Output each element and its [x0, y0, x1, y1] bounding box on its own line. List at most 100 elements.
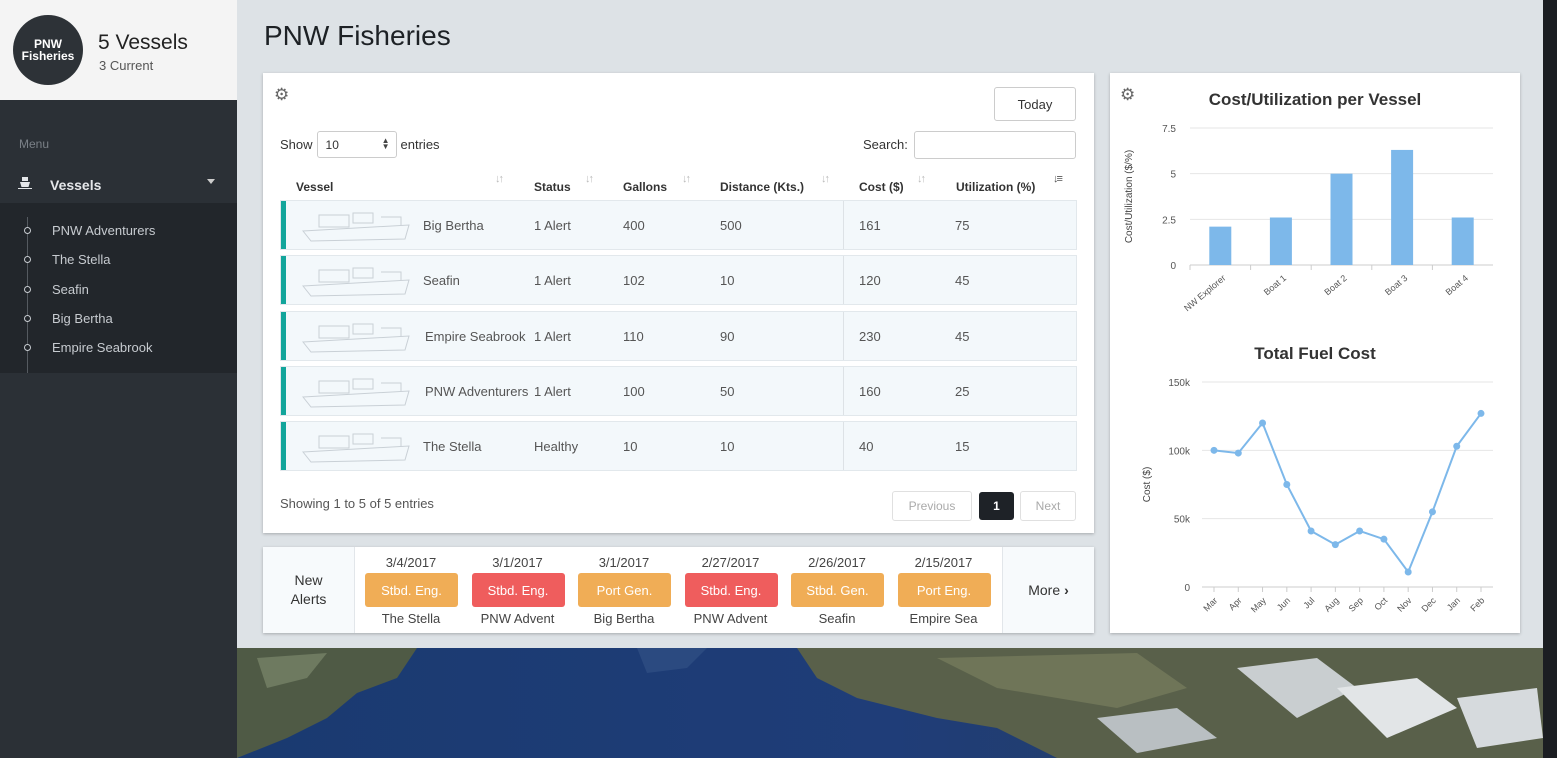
alert-item: 3/4/2017 Stbd. Eng. The Stella — [363, 547, 459, 633]
sort-desc-icon[interactable]: ↓≡ — [1053, 173, 1063, 185]
cell-status[interactable]: 1 Alert — [534, 218, 571, 233]
alert-chip[interactable]: Stbd. Eng. — [471, 573, 565, 607]
gear-icon[interactable]: ⚙ — [1120, 85, 1136, 104]
sort-icon[interactable]: ↓↑ — [585, 173, 594, 185]
table-row[interactable]: The Stella Healthy 10 10 40 15 — [280, 421, 1077, 472]
alert-vessel: Seafin — [818, 611, 856, 626]
more-label: More — [1028, 582, 1061, 598]
column-header-utilization[interactable]: Utilization (%) — [956, 180, 1036, 194]
data-point — [1477, 409, 1485, 417]
more-alerts-button[interactable]: More › — [1002, 547, 1094, 633]
sidebar-item-vessels[interactable]: Vessels — [0, 168, 237, 202]
search-input[interactable] — [914, 131, 1076, 159]
y-tick-label: 5 — [1170, 170, 1176, 181]
alert-chip[interactable]: Stbd. Eng. — [365, 573, 458, 607]
cell-utilization: 45 — [955, 273, 970, 289]
gear-icon[interactable]: ⚙ — [274, 85, 290, 104]
alert-chip[interactable]: Port Eng. — [897, 573, 991, 607]
sidebar-item-label: Empire Seabrook — [52, 339, 153, 355]
cell-gallons: 110 — [623, 328, 644, 344]
page-1-button[interactable]: 1 — [979, 492, 1014, 520]
sort-icon[interactable]: ↓↑ — [821, 173, 830, 185]
alert-date: 3/1/2017 — [492, 555, 543, 570]
previous-button[interactable]: Previous — [892, 491, 972, 521]
cell-status[interactable]: Healthy — [534, 439, 579, 455]
row-accent-bar — [281, 256, 286, 305]
column-divider — [843, 311, 844, 360]
data-point — [1356, 527, 1364, 535]
x-tick-label: Boat 1 — [1262, 273, 1288, 297]
table-row[interactable]: PNW Adventurers 1 Alert 100 50 160 25 — [280, 365, 1077, 416]
alert-chip[interactable]: Port Gen. — [578, 573, 671, 607]
alert-chip[interactable]: Stbd. Gen. — [791, 573, 884, 607]
sidebar-item-label: Seafin — [52, 281, 89, 297]
sidebar-item-label: Big Bertha — [52, 310, 113, 326]
cell-cost: 161 — [859, 218, 881, 233]
alert-date: 3/1/2017 — [598, 555, 650, 570]
line-chart: 0 50k 100k 150k Cost ($) Mar Apr May Jun Jul Aug Se… — [1142, 378, 1493, 614]
column-header-vessel[interactable]: Vessel — [296, 180, 334, 194]
entries-select[interactable]: 10 ▲ ▼ — [316, 131, 397, 158]
cell-status[interactable]: 1 Alert — [534, 273, 571, 289]
row-accent-bar — [281, 422, 286, 471]
y-axis-label: Cost/Utilization ($/%) — [1124, 150, 1135, 243]
bullet-icon — [24, 227, 31, 234]
sort-icon[interactable]: ↓↑ — [917, 173, 926, 185]
table-row[interactable]: Seafin 1 Alert 102 10 120 45 — [280, 255, 1077, 306]
column-header-cost[interactable]: Cost ($) — [859, 180, 904, 194]
cell-status[interactable]: 1 Alert — [534, 328, 571, 344]
x-tick-label: Sep — [1347, 595, 1365, 613]
logo[interactable]: PNW Fisheries — [13, 15, 83, 85]
brand-header: PNW Fisheries 5 Vessels 3 Current — [0, 0, 237, 100]
sidebar-item-label: The Stella — [52, 251, 111, 267]
y-tick-label: 0 — [1170, 261, 1176, 272]
bullet-icon — [24, 344, 31, 351]
scrollbar-track[interactable] — [1543, 0, 1557, 758]
bar-chart-title: Cost/Utilization per Vessel — [1208, 90, 1422, 109]
x-tick-label: Mar — [1201, 595, 1219, 613]
sidebar-item-big-bertha[interactable]: Big Bertha — [0, 305, 237, 331]
data-point — [1331, 541, 1339, 549]
data-point — [1283, 481, 1291, 488]
today-button[interactable]: Today — [994, 87, 1076, 121]
table-row[interactable]: Empire Seabrook 1 Alert 110 90 230 45 — [280, 310, 1077, 361]
alert-item: 2/27/2017 Stbd. Eng. PNW Advent — [683, 547, 779, 633]
sidebar-item-pnw-adventurers[interactable]: PNW Adventurers — [0, 217, 237, 243]
sort-icon[interactable]: ↓↑ — [682, 173, 691, 185]
map[interactable] — [237, 648, 1543, 758]
column-header-distance[interactable]: Distance (Kts.) — [720, 180, 805, 194]
sidebar-item-seafin[interactable]: Seafin — [0, 276, 237, 302]
boat-image — [301, 264, 413, 303]
cell-vessel: Seafin — [423, 273, 460, 289]
entries-control: Show 10 ▲ ▼ entries — [280, 131, 440, 158]
bar — [1330, 173, 1353, 265]
alert-vessel: PNW Advent — [480, 611, 555, 626]
next-button[interactable]: Next — [1020, 491, 1076, 521]
entries-label: entries — [400, 137, 440, 152]
data-point — [1428, 508, 1436, 516]
alert-vessel: The Stella — [381, 611, 441, 626]
row-accent-bar — [281, 311, 286, 360]
menu-label: Menu — [19, 137, 50, 151]
y-tick-label: 150k — [1168, 378, 1191, 389]
x-tick-label: Jan — [1445, 595, 1462, 612]
column-header-status[interactable]: Status — [534, 180, 571, 194]
series-line — [1213, 412, 1482, 574]
sidebar-item-the-stella[interactable]: The Stella — [0, 246, 237, 272]
cell-status[interactable]: 1 Alert — [534, 383, 571, 399]
data-point — [1234, 449, 1242, 457]
cell-distance: 10 — [720, 439, 735, 455]
alerts-title-line1: New — [294, 572, 323, 588]
sort-icon[interactable]: ↓↑ — [495, 173, 504, 185]
sidebar-item-empire-seabrook[interactable]: Empire Seabrook — [0, 334, 237, 360]
cell-cost: 40 — [859, 439, 874, 455]
column-header-gallons[interactable]: Gallons — [623, 180, 668, 194]
cell-gallons: 10 — [623, 439, 638, 455]
bar — [1391, 149, 1414, 265]
cell-utilization: 15 — [955, 439, 970, 455]
table-row[interactable]: Big Bertha 1 Alert 400 500 161 75 — [280, 200, 1077, 250]
alert-item: 2/15/2017 Port Eng. Empire Sea — [896, 547, 992, 633]
alert-chip[interactable]: Stbd. Eng. — [684, 573, 778, 607]
alert-date: 3/4/2017 — [385, 555, 437, 570]
cell-utilization: 75 — [955, 218, 970, 233]
